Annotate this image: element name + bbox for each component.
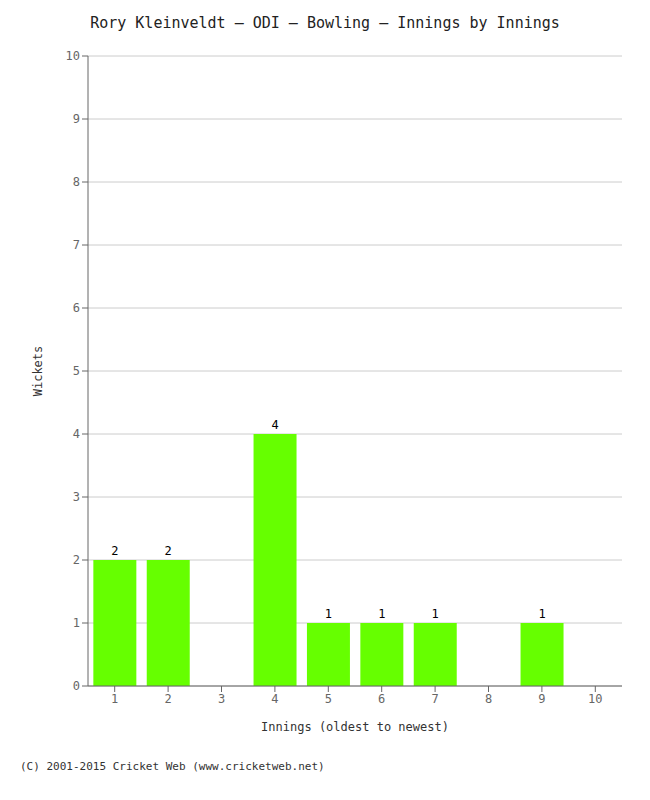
html-text:(C) 2001-2015 Cricket Web (www: (C) 2001-2015 Cricket Web (www.cricketwe…: [20, 760, 325, 773]
svg-text:1: 1: [73, 616, 80, 630]
svg-text:8: 8: [73, 175, 80, 189]
svg-text:7: 7: [73, 238, 80, 252]
svg-text:Wickets: Wickets: [31, 346, 45, 397]
svg-text:8: 8: [485, 692, 492, 706]
svg-text:1: 1: [538, 607, 545, 621]
svg-text:0: 0: [73, 679, 80, 693]
svg-text:1: 1: [111, 692, 118, 706]
svg-text:9: 9: [73, 112, 80, 126]
svg-text:2: 2: [111, 544, 118, 558]
svg-text:10: 10: [588, 692, 602, 706]
svg-text:2: 2: [165, 544, 172, 558]
svg-text:4: 4: [271, 692, 278, 706]
html-text:Rory Kleinveldt – ODI – Bowlin: Rory Kleinveldt – ODI – Bowling – Inning…: [90, 14, 560, 32]
svg-text:3: 3: [73, 490, 80, 504]
svg-text:4: 4: [73, 427, 80, 441]
svg-text:1: 1: [432, 607, 439, 621]
svg-text:6: 6: [378, 692, 385, 706]
svg-text:Innings (oldest to newest): Innings (oldest to newest): [261, 720, 449, 734]
svg-text:2: 2: [164, 692, 171, 706]
svg-text:5: 5: [325, 692, 332, 706]
svg-text:7: 7: [431, 692, 438, 706]
svg-text:2: 2: [73, 553, 80, 567]
svg-text:3: 3: [218, 692, 225, 706]
svg-text:1: 1: [325, 607, 332, 621]
svg-text:9: 9: [538, 692, 545, 706]
svg-text:10: 10: [66, 49, 80, 63]
svg-text:1: 1: [378, 607, 385, 621]
svg-text:5: 5: [73, 364, 80, 378]
svg-text:4: 4: [271, 418, 278, 432]
svg-text:6: 6: [73, 301, 80, 315]
